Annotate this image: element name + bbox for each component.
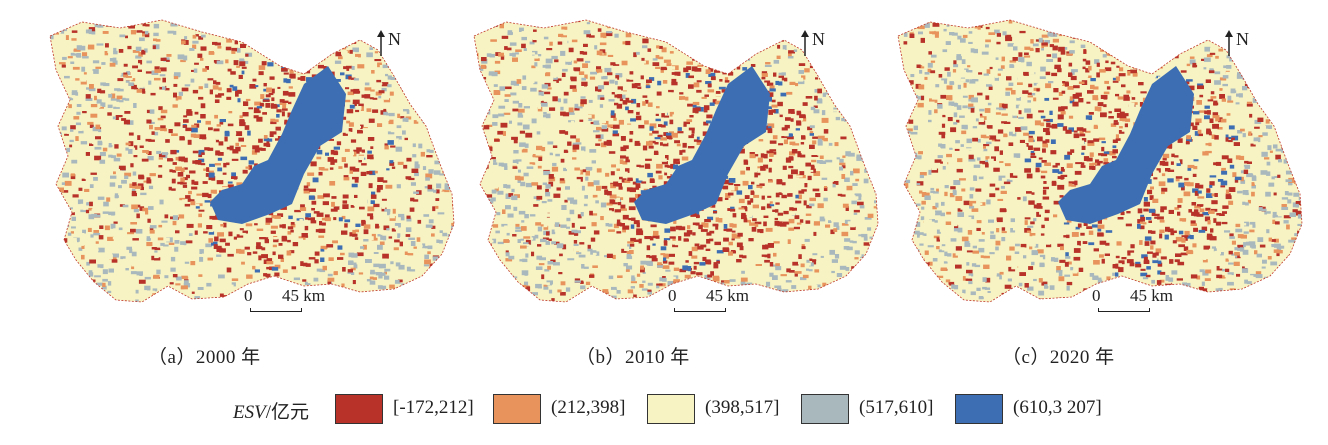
panel-caption-1: （a）2000 年 [148, 347, 261, 368]
scale-bar: 0 45 km [1092, 286, 1182, 316]
scale-max: 45 km [1130, 286, 1173, 305]
legend-swatch-5 [955, 394, 1003, 424]
scale-line [1098, 308, 1150, 312]
scale-line [674, 308, 726, 312]
north-arrow-icon [377, 30, 385, 56]
north-arrow-icon [1225, 30, 1233, 56]
map-panel-2: N 0 45 km [466, 14, 891, 324]
scale-max: 45 km [706, 286, 749, 305]
water-body [210, 66, 346, 224]
scale-bar: 0 45 km [244, 286, 334, 316]
legend-title: ESV/亿元 [233, 402, 309, 423]
legend-swatch-3 [647, 394, 695, 424]
map-graphic [49, 19, 455, 303]
north-arrow-icon [801, 30, 809, 56]
scale-zero: 0 [668, 286, 677, 305]
scale-max: 45 km [282, 286, 325, 305]
scale-zero: 0 [244, 286, 253, 305]
legend-label-5: (610,3 207] [1013, 397, 1102, 418]
water-body [634, 66, 770, 224]
legend-swatch-4 [801, 394, 849, 424]
panel-caption-2: （b）2010 年 [576, 347, 690, 368]
legend-swatch-2 [493, 394, 541, 424]
map-panel-1: N 0 45 km [42, 14, 467, 324]
scale-bar: 0 45 km [668, 286, 758, 316]
north-label: N [1236, 29, 1249, 49]
panel-caption-3: （c）2020 年 [1002, 347, 1115, 368]
scale-zero: 0 [1092, 286, 1101, 305]
water-body [1058, 66, 1194, 224]
legend-label-3: (398,517] [705, 397, 780, 418]
scale-line [250, 308, 302, 312]
north-label: N [388, 29, 401, 49]
map-graphic [897, 19, 1303, 303]
legend-label-2: (212,398] [551, 397, 626, 418]
legend-label-1: [-172,212] [393, 397, 474, 418]
map-graphic [473, 19, 879, 303]
map-panel-3: N 0 45 km [890, 14, 1315, 324]
legend: ESV/亿元 [-172,212] (212,398] (398,517] (5… [233, 392, 1133, 428]
legend-label-4: (517,610] [859, 397, 934, 418]
north-label: N [812, 29, 825, 49]
legend-swatch-1 [335, 394, 383, 424]
